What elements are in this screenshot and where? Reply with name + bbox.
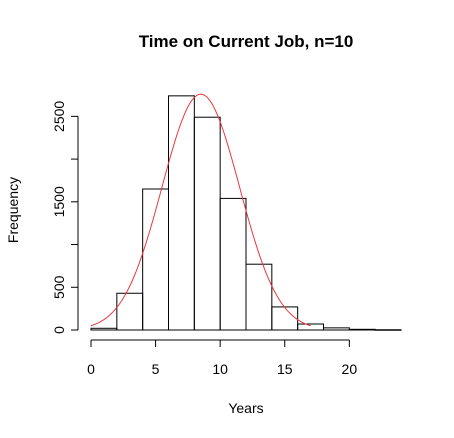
y-axis: 0 500 1500 2500 (51, 101, 79, 334)
x-tick-label-15: 15 (277, 361, 293, 377)
y-axis-label: Frequency (5, 177, 21, 243)
x-tick-label-0: 0 (87, 361, 95, 377)
bar-6-8 (168, 95, 195, 331)
bar-12-14 (245, 263, 273, 331)
histogram-bars (90, 95, 402, 331)
bar-0-2 (90, 327, 118, 331)
bar-8-10 (193, 116, 221, 331)
x-tick-label-10: 10 (212, 361, 228, 377)
y-tick-label-500: 500 (51, 275, 67, 299)
x-tick-label-5: 5 (152, 361, 160, 377)
bar-18-20 (323, 327, 350, 331)
y-tick-label-0: 0 (51, 326, 67, 334)
bar-10-12 (219, 197, 247, 331)
chart-title: Time on Current Job, n=10 (139, 32, 354, 51)
bar-20-22 (348, 328, 376, 331)
bar-2-4 (116, 292, 144, 331)
bar-22-24 (374, 329, 402, 331)
bar-16-18 (297, 323, 324, 331)
density-curve (90, 93, 311, 327)
density-curve-group (90, 93, 311, 327)
x-axis: 0 5 10 15 20 (87, 339, 358, 377)
y-tick-label-1500: 1500 (51, 186, 67, 217)
bar-14-16 (271, 306, 299, 331)
x-tick-label-20: 20 (342, 361, 358, 377)
x-axis-label: Years (228, 400, 263, 416)
y-tick-label-2500: 2500 (51, 101, 67, 132)
